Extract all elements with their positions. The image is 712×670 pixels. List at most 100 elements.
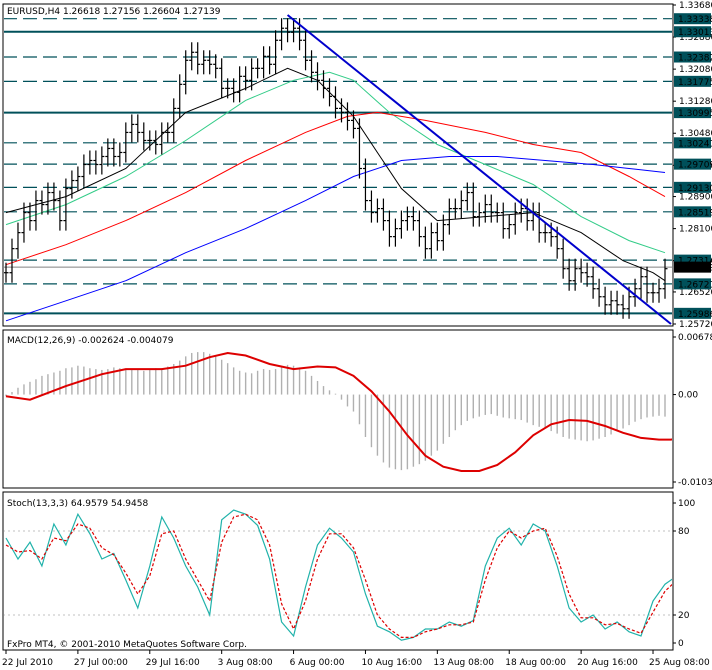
price-bar xyxy=(560,238,566,279)
time-tick-label: 29 Jul 16:00 xyxy=(146,658,200,668)
macd-tick-label: -0.01030 xyxy=(678,478,712,488)
level-label-box xyxy=(674,13,711,25)
price-bar xyxy=(452,198,458,219)
price-bar xyxy=(33,190,39,231)
price-bar xyxy=(135,114,141,143)
price-tick-label: 1.32880 xyxy=(679,33,712,43)
price-tick-label: 1.30480 xyxy=(679,129,712,139)
level-label-box xyxy=(674,137,711,149)
price-bar xyxy=(57,190,63,231)
price-tick-label: 1.28900 xyxy=(679,193,712,203)
price-bar xyxy=(189,42,195,71)
price-bar xyxy=(69,170,75,199)
price-bar xyxy=(404,206,410,231)
price-bar xyxy=(219,58,225,99)
moving-average-line-4 xyxy=(5,156,666,322)
level-label: 1.27139 xyxy=(678,264,712,274)
level-label-box xyxy=(674,75,711,87)
moving-average-line-1 xyxy=(5,67,666,282)
price-bar xyxy=(638,266,644,299)
price-bar xyxy=(410,206,416,231)
price-bar xyxy=(362,158,368,211)
level-label: 1.31775 xyxy=(678,78,712,88)
price-panel xyxy=(4,14,672,325)
price-bar xyxy=(333,86,338,119)
price-bar xyxy=(285,18,291,43)
macd-label: MACD(12,26,9) -0.002624 -0.004079 xyxy=(7,336,174,346)
price-bar xyxy=(261,46,267,79)
price-bar xyxy=(626,286,632,319)
price-bar xyxy=(380,198,386,231)
level-label: 1.29709 xyxy=(678,161,712,171)
price-bar xyxy=(458,190,464,219)
time-tick-label: 18 Aug 00:00 xyxy=(505,658,566,668)
price-tick-label: 1.28100 xyxy=(679,225,712,235)
level-label: 1.33338 xyxy=(678,15,712,25)
price-bar xyxy=(273,30,279,75)
level-label-box xyxy=(674,206,711,218)
price-bar xyxy=(183,50,189,95)
price-bar xyxy=(147,130,153,151)
time-tick-label: 6 Aug 00:00 xyxy=(290,658,345,668)
price-bar xyxy=(153,130,159,155)
price-bar xyxy=(315,62,321,91)
level-label-box xyxy=(674,261,711,273)
price-bar xyxy=(614,290,620,315)
price-bar xyxy=(644,266,650,303)
level-label-box xyxy=(674,278,711,290)
level-label-box xyxy=(674,107,711,119)
price-bar xyxy=(195,42,201,75)
price-bar xyxy=(177,74,183,119)
panel-frame-2 xyxy=(2,329,674,489)
price-bar xyxy=(482,194,488,223)
price-bar xyxy=(350,110,356,139)
price-bar xyxy=(171,98,177,143)
panel-frame-1 xyxy=(2,3,674,327)
time-tick-label: 3 Aug 08:00 xyxy=(218,658,273,668)
level-label: 1.27314 xyxy=(678,257,712,267)
price-bar xyxy=(386,210,392,247)
level-label: 1.26721 xyxy=(678,280,712,290)
level-label-box xyxy=(674,158,711,170)
level-label-box xyxy=(674,254,711,266)
panel-frame-3 xyxy=(2,491,674,651)
price-bar xyxy=(608,290,614,315)
price-tick-label: 1.25720 xyxy=(679,320,712,330)
price-bar xyxy=(249,58,255,91)
price-bar xyxy=(21,202,27,243)
trendline xyxy=(286,14,672,325)
price-bar xyxy=(291,18,297,43)
copyright-text: FxPro MT4, © 2001-2010 MetaQuotes Softwa… xyxy=(7,640,247,650)
price-bar xyxy=(590,266,596,299)
price-bar xyxy=(81,154,87,187)
level-label: 1.30995 xyxy=(678,109,712,119)
price-bar xyxy=(446,198,452,235)
price-bar xyxy=(398,210,404,239)
price-bar xyxy=(584,262,590,287)
price-bar xyxy=(620,294,626,319)
price-bar xyxy=(123,122,129,163)
time-tick-label: 13 Aug 08:00 xyxy=(433,658,494,668)
price-bar xyxy=(321,70,327,99)
price-bar xyxy=(536,202,542,243)
price-bar xyxy=(63,178,69,231)
moving-average-line-2 xyxy=(5,71,666,254)
time-tick-label: 22 Jul 2010 xyxy=(2,658,53,668)
stoch-tick-label: 100 xyxy=(678,499,695,509)
price-bar xyxy=(656,278,662,303)
chart-header: EURUSD,H4 1.26618 1.27156 1.26604 1.2713… xyxy=(7,7,221,17)
price-bar xyxy=(267,46,273,75)
level-label-box xyxy=(674,307,711,319)
price-bar xyxy=(4,262,9,283)
price-bar xyxy=(416,210,422,247)
time-tick-label: 27 Jul 00:00 xyxy=(74,658,128,668)
price-bar xyxy=(15,222,21,259)
macd-signal-line xyxy=(5,351,672,472)
price-tick-label: 1.26520 xyxy=(679,288,712,298)
price-bar xyxy=(39,190,45,215)
price-bar xyxy=(500,202,506,239)
price-tick-label: 1.31280 xyxy=(679,97,712,107)
price-bar xyxy=(488,194,494,223)
price-bar xyxy=(165,122,171,143)
